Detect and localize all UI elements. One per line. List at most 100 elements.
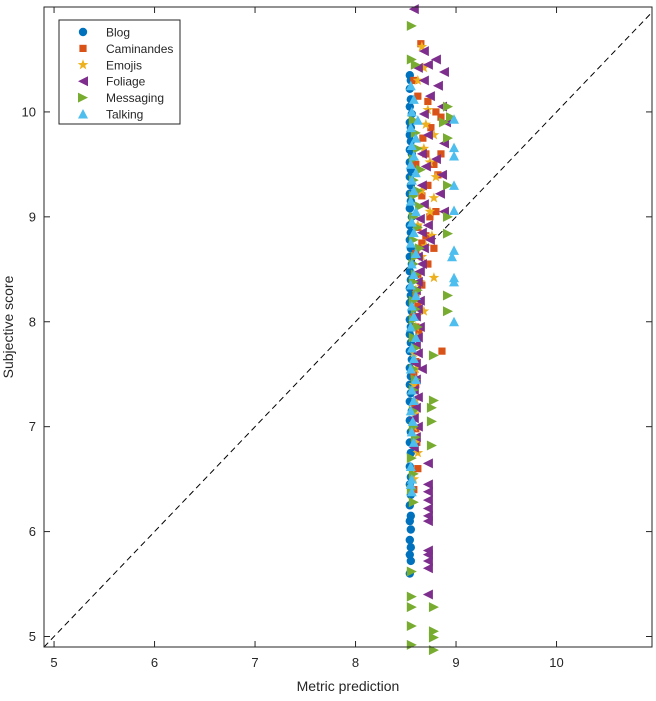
- data-point-caminandes: [430, 244, 438, 252]
- data-point-caminandes: [414, 302, 422, 310]
- legend-label-talking: Talking: [106, 108, 143, 122]
- data-point-blog: [405, 535, 415, 545]
- data-point-caminandes: [412, 160, 420, 168]
- data-point-caminandes: [411, 402, 419, 410]
- data-point-foliage: [430, 54, 441, 65]
- data-point-emojis: [428, 272, 440, 283]
- data-point-caminandes: [417, 40, 425, 48]
- data-point-foliage: [422, 495, 433, 506]
- data-point-emojis: [420, 118, 432, 130]
- data-point-messaging: [426, 440, 437, 451]
- data-point-messaging: [406, 566, 417, 577]
- data-point-talking: [449, 142, 460, 153]
- data-point-messaging: [442, 101, 453, 112]
- data-point-emojis: [412, 447, 424, 458]
- data-point-emojis: [412, 74, 424, 85]
- data-point-foliage: [414, 266, 425, 277]
- data-point-foliage: [438, 67, 449, 78]
- data-point-talking: [406, 140, 417, 150]
- data-point-caminandes: [418, 192, 426, 200]
- data-point-caminandes: [414, 465, 422, 473]
- data-point-talking: [406, 384, 417, 395]
- data-point-foliage: [416, 227, 427, 238]
- data-point-blog: [406, 556, 416, 566]
- data-point-foliage: [424, 234, 435, 245]
- legend-label-messaging: Messaging: [106, 91, 164, 105]
- data-point-foliage: [418, 75, 429, 86]
- data-point-talking: [410, 206, 421, 217]
- legend-marker-messaging: [78, 92, 88, 103]
- data-point-caminandes: [418, 239, 426, 247]
- data-point-talking: [405, 405, 416, 416]
- data-point-talking: [410, 332, 421, 342]
- data-point-talking: [449, 150, 460, 161]
- data-point-messaging: [428, 626, 439, 637]
- y-tick-label: 8: [29, 314, 36, 329]
- data-point-messaging: [406, 602, 417, 613]
- data-point-foliage: [416, 180, 427, 191]
- data-point-emojis: [416, 41, 428, 52]
- data-point-talking: [405, 280, 416, 290]
- data-point-emojis: [424, 156, 436, 167]
- data-point-messaging: [406, 591, 417, 602]
- data-point-talking: [449, 316, 460, 327]
- legend-label-emojis: Emojis: [106, 58, 142, 72]
- legend-label-caminandes: Caminandes: [106, 42, 173, 56]
- data-point-foliage: [430, 154, 441, 165]
- data-point-talking: [406, 217, 417, 227]
- data-point-messaging: [415, 164, 426, 175]
- data-point-talking: [405, 479, 416, 489]
- data-point-caminandes: [437, 113, 445, 121]
- data-point-foliage: [412, 392, 423, 403]
- data-point-blog: [406, 543, 416, 552]
- data-point-caminandes: [410, 76, 418, 85]
- data-point-foliage: [412, 348, 423, 359]
- data-point-talking: [406, 474, 417, 484]
- data-point-messaging: [428, 350, 439, 361]
- data-point-foliage: [422, 59, 433, 70]
- data-point-talking: [408, 94, 419, 104]
- data-point-foliage: [420, 161, 431, 172]
- data-point-emojis: [408, 379, 420, 390]
- data-point-blog: [405, 204, 415, 213]
- data-point-messaging: [442, 228, 453, 239]
- data-point-foliage: [416, 363, 427, 374]
- legend: Blog Caminandes Emojis Foliage Messaging Talk…: [58, 19, 181, 125]
- data-point-talking: [447, 251, 458, 262]
- data-point-talking: [406, 426, 417, 437]
- legend-marker-emojis: [77, 59, 89, 70]
- marks-layer: [43, 4, 653, 656]
- data-point-emojis: [418, 62, 430, 73]
- y-tick-label: 7: [29, 419, 36, 434]
- data-point-talking: [449, 180, 460, 190]
- data-point-blog: [405, 550, 415, 559]
- data-point-talking: [408, 395, 419, 405]
- data-point-caminandes: [426, 213, 434, 221]
- data-point-talking: [406, 106, 417, 117]
- data-point-talking: [408, 185, 419, 196]
- data-point-talking: [405, 159, 416, 169]
- data-point-talking: [449, 276, 460, 287]
- data-point-foliage: [416, 259, 427, 270]
- data-point-emojis: [418, 143, 430, 154]
- axis-layer: 5 6 7 8 9 10 5 6 7 8 9 10: [22, 7, 652, 670]
- data-point-talking: [410, 290, 421, 301]
- data-point-messaging: [426, 402, 437, 413]
- data-point-messaging: [438, 117, 449, 128]
- data-point-foliage: [416, 148, 427, 159]
- data-point-messaging: [414, 201, 425, 212]
- data-point-talking: [410, 248, 421, 259]
- data-point-foliage: [424, 91, 435, 102]
- data-point-talking: [406, 259, 417, 269]
- data-point-foliage: [414, 213, 425, 224]
- data-point-talking: [410, 167, 421, 178]
- data-point-messaging: [428, 602, 439, 613]
- data-point-emojis: [430, 171, 442, 182]
- x-tick-label: 9: [452, 655, 459, 670]
- data-point-caminandes: [427, 124, 435, 132]
- data-point-foliage: [418, 199, 429, 210]
- data-point-talking: [405, 238, 416, 248]
- data-point-talking: [406, 486, 417, 497]
- data-point-messaging: [446, 112, 457, 123]
- data-point-talking: [408, 269, 419, 280]
